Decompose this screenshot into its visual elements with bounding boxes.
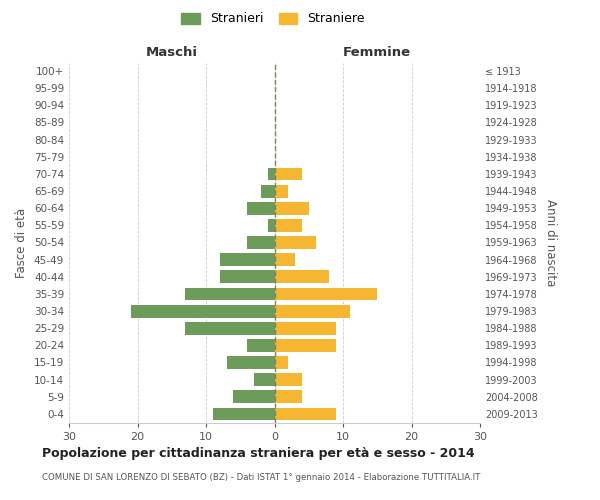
Bar <box>233 390 275 403</box>
Bar <box>247 236 275 249</box>
Y-axis label: Fasce di età: Fasce di età <box>16 208 28 278</box>
Bar <box>275 356 288 369</box>
Bar <box>227 356 275 369</box>
Bar <box>268 168 275 180</box>
Bar <box>131 304 275 318</box>
Legend: Stranieri, Straniere: Stranieri, Straniere <box>178 8 368 29</box>
Bar <box>275 219 302 232</box>
Bar <box>185 322 275 334</box>
Bar <box>275 253 295 266</box>
Bar <box>275 202 309 214</box>
Bar <box>275 184 288 198</box>
Bar <box>247 202 275 214</box>
Bar <box>268 219 275 232</box>
Text: Popolazione per cittadinanza straniera per età e sesso - 2014: Popolazione per cittadinanza straniera p… <box>42 448 475 460</box>
Bar <box>275 236 316 249</box>
Bar <box>275 390 302 403</box>
Text: Maschi: Maschi <box>146 46 198 59</box>
Text: Femmine: Femmine <box>343 46 412 59</box>
Y-axis label: Anni di nascita: Anni di nascita <box>544 199 557 286</box>
Bar <box>275 339 336 352</box>
Bar <box>220 270 275 283</box>
Bar <box>247 339 275 352</box>
Text: COMUNE DI SAN LORENZO DI SEBATO (BZ) - Dati ISTAT 1° gennaio 2014 - Elaborazione: COMUNE DI SAN LORENZO DI SEBATO (BZ) - D… <box>42 472 481 482</box>
Bar <box>213 408 275 420</box>
Bar <box>275 322 336 334</box>
Bar <box>185 288 275 300</box>
Bar <box>275 270 329 283</box>
Bar <box>261 184 275 198</box>
Bar <box>275 304 350 318</box>
Bar <box>254 373 275 386</box>
Bar <box>275 288 377 300</box>
Bar <box>275 168 302 180</box>
Bar <box>275 408 336 420</box>
Bar <box>275 373 302 386</box>
Bar <box>220 253 275 266</box>
